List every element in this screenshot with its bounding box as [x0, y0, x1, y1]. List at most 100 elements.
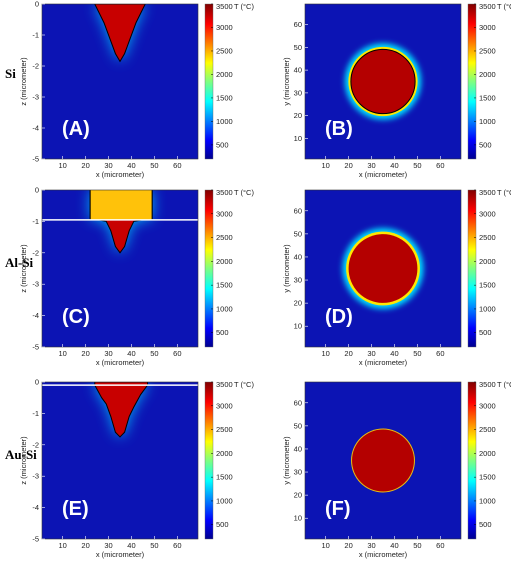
x-tick-label: 30 — [367, 541, 375, 550]
x-tick-label: 40 — [390, 161, 398, 170]
colorbar-tick-label: 3500 — [479, 188, 496, 197]
y-tick-label: -3 — [32, 93, 39, 102]
colorbar-tick-label: 500 — [216, 328, 229, 337]
plot-frame — [304, 189, 462, 348]
y-tick-label: 20 — [294, 491, 302, 500]
colorbar-title: T (°C) — [234, 2, 254, 11]
colorbar-tick-label: 1000 — [479, 304, 496, 313]
colorbar-tick-label: 3500 — [216, 188, 233, 197]
colorbar-tick-label: 2000 — [479, 70, 496, 79]
colorbar-title: T (°C) — [497, 188, 511, 197]
y-axis-label: z (micrometer) — [19, 244, 28, 293]
colorbar-tick-label: 500 — [216, 520, 229, 529]
melt-pool — [350, 48, 416, 115]
x-tick-label: 30 — [367, 349, 375, 358]
colorbar-tick-label: 1000 — [479, 496, 496, 505]
colorbar — [467, 189, 477, 348]
y-tick-label: -5 — [32, 535, 39, 544]
colorbar-tick-label: 2000 — [216, 70, 233, 79]
y-tick-label: 60 — [294, 20, 302, 29]
colorbar-tick-label: 2000 — [216, 449, 233, 458]
colorbar-tick-label: 1500 — [216, 473, 233, 482]
film-layer — [90, 190, 153, 220]
y-tick-label: 60 — [294, 206, 302, 215]
y-tick-label: -2 — [32, 62, 39, 71]
plot-frame — [304, 3, 462, 160]
heatmap-field — [42, 190, 198, 254]
colorbar-tick-label: 1500 — [479, 93, 496, 102]
x-tick-label: 20 — [81, 541, 89, 550]
x-axis-label: x (micrometer) — [96, 170, 145, 179]
melt-pool — [94, 382, 149, 438]
plot-panel-5: 10 20 30 40 50 60 x (micrometer) 0 -1 -2 -3 -4 -5 z (… — [19, 378, 254, 560]
x-axis-label: x (micrometer) — [359, 550, 408, 559]
plot-panel-6: 10 20 30 40 50 60 x (micrometer) 60 50 40 30 20 10 y … — [282, 380, 511, 559]
colorbar-tick-label: 2500 — [479, 233, 496, 242]
x-tick-label: 20 — [344, 349, 352, 358]
plot-panel-4: 10 20 30 40 50 60 x (micrometer) 60 50 40 30 20 10 y … — [282, 188, 511, 367]
heatmap-field — [94, 4, 146, 63]
x-tick-label: 10 — [58, 541, 66, 550]
y-axis-label: z (micrometer) — [19, 57, 28, 106]
y-tick-label: 10 — [294, 514, 302, 523]
y-tick-label: -5 — [32, 343, 39, 352]
colorbar — [467, 381, 477, 540]
y-tick-label: -2 — [32, 248, 39, 257]
colorbar-tick-label: 500 — [479, 520, 492, 529]
colorbar — [204, 381, 214, 540]
x-axis-label: x (micrometer) — [359, 170, 408, 179]
colorbar-tick-label: 500 — [479, 328, 492, 337]
panel-label: (A) — [62, 118, 90, 140]
x-tick-label: 60 — [173, 541, 181, 550]
y-tick-label: 0 — [35, 186, 39, 195]
x-tick-label: 30 — [104, 349, 112, 358]
y-tick-label: -3 — [32, 472, 39, 481]
colorbar-title: T (°C) — [234, 380, 254, 389]
colorbar — [467, 3, 477, 160]
x-tick-label: 50 — [413, 349, 421, 358]
melt-pool — [94, 4, 146, 63]
x-tick-label: 10 — [58, 349, 66, 358]
colorbar — [204, 3, 214, 160]
panel-label: (C) — [62, 306, 90, 328]
x-tick-label: 60 — [436, 161, 444, 170]
colorbar-tick-label: 500 — [479, 140, 492, 149]
x-tick-label: 10 — [321, 349, 329, 358]
film-edge — [89, 190, 153, 220]
y-tick-label: 20 — [294, 299, 302, 308]
y-tick-label: -2 — [32, 440, 39, 449]
colorbar-tick-label: 3000 — [479, 23, 496, 32]
colorbar-tick-label: 2500 — [216, 46, 233, 55]
plot-frame — [41, 189, 199, 348]
y-tick-label: -5 — [32, 155, 39, 164]
row-label-au-si: Au-Si — [5, 447, 37, 462]
x-tick-label: 20 — [81, 349, 89, 358]
y-tick-label: 50 — [294, 421, 302, 430]
colorbar-tick-label: 3500 — [479, 380, 496, 389]
colorbar-tick-label: 2000 — [216, 257, 233, 266]
y-tick-label: 40 — [294, 444, 302, 453]
colorbar-tick-label: 1000 — [216, 117, 233, 126]
x-tick-label: 10 — [58, 161, 66, 170]
x-tick-label: 20 — [344, 161, 352, 170]
x-tick-label: 20 — [344, 541, 352, 550]
x-tick-label: 10 — [321, 541, 329, 550]
colorbar-title: T (°C) — [234, 188, 254, 197]
colorbar-tick-label: 3500 — [216, 2, 233, 11]
colorbar-title: T (°C) — [497, 2, 511, 11]
y-tick-label: 30 — [294, 468, 302, 477]
plot-panel-1: 10 20 30 40 50 60 x (micrometer) 0 -1 -2 -3 -4 -5 z (… — [19, 0, 254, 179]
x-tick-label: 50 — [413, 161, 421, 170]
colorbar-tick-label: 3000 — [216, 401, 233, 410]
heatmap-field — [42, 382, 198, 438]
x-tick-label: 60 — [436, 349, 444, 358]
x-tick-label: 50 — [150, 541, 158, 550]
y-tick-label: 40 — [294, 252, 302, 261]
x-tick-label: 50 — [150, 161, 158, 170]
plot-frame — [304, 381, 462, 540]
plot-frame — [41, 381, 199, 540]
panel-label: (F) — [325, 498, 351, 520]
plot-frame — [41, 3, 199, 160]
y-tick-label: -1 — [32, 31, 39, 40]
